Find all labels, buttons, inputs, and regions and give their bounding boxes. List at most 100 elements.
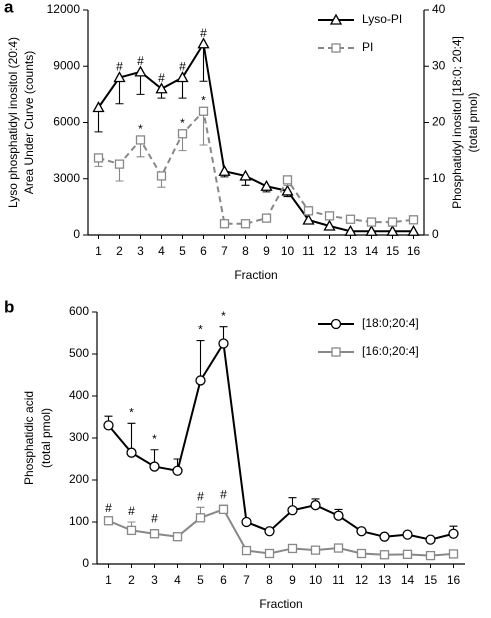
y-tick-label: 600 [69,304,89,318]
marker [260,179,273,191]
legend-label: PI [362,40,373,54]
series-line [97,40,414,233]
annotation: * [138,122,143,136]
marker [172,532,183,542]
y2-tick-label: 0 [432,227,439,241]
marker [287,505,298,516]
x-tick-label: 8 [266,573,273,587]
x-tick-label: 16 [407,244,421,258]
marker [448,549,459,559]
error-bar [199,111,208,146]
y-tick-label: 9000 [53,58,80,72]
marker [387,217,398,227]
annotation: # [158,71,165,85]
marker [302,213,315,225]
marker [333,510,344,521]
x-tick-label: 11 [302,244,315,258]
marker [135,135,146,145]
y2-tick-label: 30 [432,58,446,72]
y-tick-label: 12000 [47,2,81,16]
marker [241,516,252,528]
x-tick-label: 3 [151,573,158,587]
marker [149,529,160,539]
legend-label: Lyso-PI [362,12,402,26]
marker [425,534,436,545]
marker [366,217,377,227]
marker [310,500,321,511]
y2-tick-label: 40 [432,2,446,16]
marker [356,526,367,537]
error-bar [199,43,208,82]
y-tick-label: 6000 [53,115,80,129]
marker [176,71,189,83]
marker [448,528,459,539]
marker [103,516,114,526]
marker [379,531,390,542]
marker [92,101,105,113]
y-axis-label: (total pmol) [39,408,53,468]
panel-label: a [4,0,14,16]
marker [93,153,104,163]
marker [195,375,206,386]
marker [114,159,125,169]
marker [134,65,147,77]
x-tick-label: 5 [197,573,204,587]
legend-marker [329,13,343,25]
marker [281,184,294,196]
x-tick-label: 10 [309,573,323,587]
x-tick-label: 10 [281,244,295,258]
x-tick-label: 5 [179,244,186,258]
annotation: * [201,93,206,107]
marker [261,213,272,223]
x-tick-label: 7 [243,573,250,587]
marker [239,169,252,181]
series-line [107,340,454,541]
legend-marker [331,43,341,53]
marker [402,549,413,559]
annotation: # [197,489,204,503]
annotation: * [221,309,226,323]
x-tick-label: 12 [323,244,337,258]
x-tick-label: 16 [447,573,461,587]
x-tick-label: 8 [242,244,249,258]
marker [156,171,167,181]
annotation: # [137,54,144,68]
marker [218,338,229,349]
x-tick-label: 1 [105,573,112,587]
y-tick-label: 0 [82,556,89,570]
error-bar [196,340,205,381]
x-tick-label: 2 [128,573,135,587]
x-tick-label: 15 [424,573,438,587]
annotation: # [105,501,112,515]
marker [155,82,168,94]
x-tick-label: 1 [95,244,102,258]
marker [310,545,321,555]
x-tick-label: 13 [378,573,392,587]
x-axis-label: Fraction [234,268,277,282]
marker [282,175,293,185]
legend-label: [18:0;20:4] [362,316,419,330]
annotation: # [179,60,186,74]
series-line [108,508,454,557]
y-tick-label: 200 [69,472,89,486]
x-tick-label: 4 [174,573,181,587]
series-line [98,109,414,225]
marker [324,211,335,221]
marker [333,543,344,553]
x-tick-label: 3 [137,244,144,258]
x-tick-label: 6 [200,244,207,258]
annotation: # [200,26,207,40]
x-tick-label: 14 [365,244,379,258]
annotation: * [198,323,203,337]
y-axis-label: Area Under Curve (counts) [22,51,36,194]
marker [379,550,390,560]
annotation: * [129,405,134,419]
marker [323,219,336,231]
y-tick-label: 400 [69,388,89,402]
marker [149,461,160,472]
marker [356,548,367,559]
x-tick-label: 15 [386,244,400,258]
annotation: # [151,512,158,526]
x-tick-label: 9 [289,573,296,587]
